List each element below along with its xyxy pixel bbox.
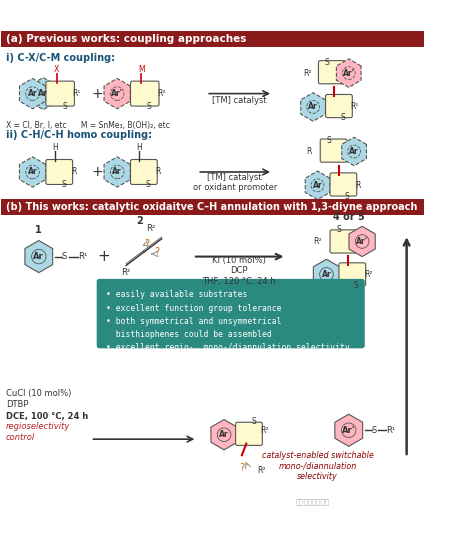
Text: R¹: R¹ <box>78 252 87 261</box>
FancyBboxPatch shape <box>46 160 73 184</box>
FancyBboxPatch shape <box>1 199 424 215</box>
Text: Ar': Ar' <box>342 426 356 435</box>
FancyBboxPatch shape <box>1 31 424 47</box>
Text: KI (10 mol%)
DCP
THF, 120 °C, 24 h: KI (10 mol%) DCP THF, 120 °C, 24 h <box>202 256 276 286</box>
Text: R²: R² <box>257 466 265 475</box>
Text: R²: R² <box>121 268 131 277</box>
Text: 2: 2 <box>136 216 143 226</box>
Text: R²: R² <box>364 270 373 279</box>
FancyBboxPatch shape <box>320 139 347 162</box>
Text: [TM] catalyst
or oxidant promoter: [TM] catalyst or oxidant promoter <box>192 173 277 192</box>
Polygon shape <box>313 259 339 289</box>
Text: M: M <box>138 65 145 74</box>
Text: S: S <box>372 426 377 435</box>
Text: R: R <box>355 181 360 190</box>
Text: S: S <box>62 252 67 261</box>
Text: Ar: Ar <box>28 89 37 98</box>
Text: [TM] catalyst: [TM] catalyst <box>212 96 266 105</box>
Polygon shape <box>305 171 330 199</box>
Text: R¹: R¹ <box>73 89 81 98</box>
Polygon shape <box>104 157 130 187</box>
Text: ?: ? <box>144 239 149 249</box>
Polygon shape <box>211 419 237 450</box>
Text: R²: R² <box>261 426 269 435</box>
Text: R²: R² <box>146 224 155 233</box>
FancyBboxPatch shape <box>339 263 365 286</box>
Text: Ar': Ar' <box>343 68 355 78</box>
Text: R²: R² <box>157 89 166 98</box>
Text: S: S <box>251 417 256 426</box>
FancyBboxPatch shape <box>97 279 365 348</box>
Text: Ar': Ar' <box>356 237 368 246</box>
Text: Ar: Ar <box>112 168 122 176</box>
Text: R: R <box>306 147 311 156</box>
Text: ?: ? <box>239 462 245 473</box>
Text: +: + <box>92 165 103 179</box>
Text: DCE, 100 °C, 24 h: DCE, 100 °C, 24 h <box>6 412 88 421</box>
Text: (a) Previous works: coupling approaches: (a) Previous works: coupling approaches <box>6 34 246 44</box>
Polygon shape <box>25 240 53 273</box>
Text: ii) C-H/C-H homo coupling:: ii) C-H/C-H homo coupling: <box>6 129 152 140</box>
Text: Ar: Ar <box>349 147 359 156</box>
FancyBboxPatch shape <box>330 173 357 196</box>
Text: • easily available substrates
• excellent function group tolerance
• both symmet: • easily available substrates • excellen… <box>107 291 350 352</box>
Text: catalyst-enabled switchable
mono-/diannulation
selectivity: catalyst-enabled switchable mono-/diannu… <box>262 451 374 481</box>
Text: S: S <box>325 58 330 67</box>
Text: S: S <box>147 101 152 110</box>
Text: H: H <box>52 143 58 153</box>
Text: S: S <box>354 281 358 291</box>
Text: S: S <box>340 113 345 122</box>
FancyBboxPatch shape <box>236 422 262 445</box>
Text: Ar: Ar <box>34 252 44 261</box>
Text: +: + <box>92 87 103 101</box>
Text: Ar: Ar <box>308 102 318 112</box>
Text: R¹: R¹ <box>386 426 395 435</box>
Text: R: R <box>155 168 161 176</box>
Text: Ar: Ar <box>313 181 322 190</box>
FancyBboxPatch shape <box>130 81 159 106</box>
Text: S: S <box>61 180 66 189</box>
Polygon shape <box>29 78 57 109</box>
Text: S: S <box>146 180 151 189</box>
Text: Ar: Ar <box>322 270 331 279</box>
Text: X: X <box>54 65 59 74</box>
FancyBboxPatch shape <box>46 81 74 106</box>
Text: CuCl (10 mol%)
DTBP: CuCl (10 mol%) DTBP <box>6 389 71 409</box>
Text: S: S <box>337 225 341 234</box>
FancyBboxPatch shape <box>330 230 357 253</box>
Text: Ar: Ar <box>38 89 48 98</box>
Text: +: + <box>98 249 110 264</box>
Polygon shape <box>19 157 46 187</box>
Text: (b) This works: catalytic oxidaitve C–H annulation with 1,3-diyne approach: (b) This works: catalytic oxidaitve C–H … <box>6 202 417 212</box>
Text: X = Cl, Br, I, etc      M = SnMe₃, B(OH)₂, etc: X = Cl, Br, I, etc M = SnMe₃, B(OH)₂, et… <box>6 121 170 130</box>
Polygon shape <box>335 414 363 446</box>
Text: R²: R² <box>313 237 322 246</box>
FancyBboxPatch shape <box>319 61 345 84</box>
Text: regioselectivity
control: regioselectivity control <box>6 423 70 442</box>
Text: ?: ? <box>155 247 160 257</box>
Text: Ar: Ar <box>28 168 37 176</box>
Text: S: S <box>345 191 349 201</box>
Text: S: S <box>62 101 67 110</box>
FancyBboxPatch shape <box>326 94 352 118</box>
Polygon shape <box>19 79 46 109</box>
Text: 关注领域前沿文献: 关注领域前沿文献 <box>296 498 330 505</box>
Polygon shape <box>337 59 361 87</box>
Text: Ar': Ar' <box>111 89 123 98</box>
Text: H: H <box>137 143 142 153</box>
Polygon shape <box>301 93 326 121</box>
Polygon shape <box>349 226 375 257</box>
Polygon shape <box>104 79 130 109</box>
Text: R: R <box>71 168 76 176</box>
Text: i) C-X/C-M coupling:: i) C-X/C-M coupling: <box>6 53 115 63</box>
Text: Ar: Ar <box>219 430 229 439</box>
Text: R¹: R¹ <box>350 102 359 112</box>
FancyBboxPatch shape <box>130 160 157 184</box>
Polygon shape <box>342 137 366 165</box>
Text: R²: R² <box>303 68 311 78</box>
Text: S: S <box>327 136 331 146</box>
Text: 4 or 5: 4 or 5 <box>333 211 365 222</box>
Text: 1: 1 <box>36 225 42 235</box>
